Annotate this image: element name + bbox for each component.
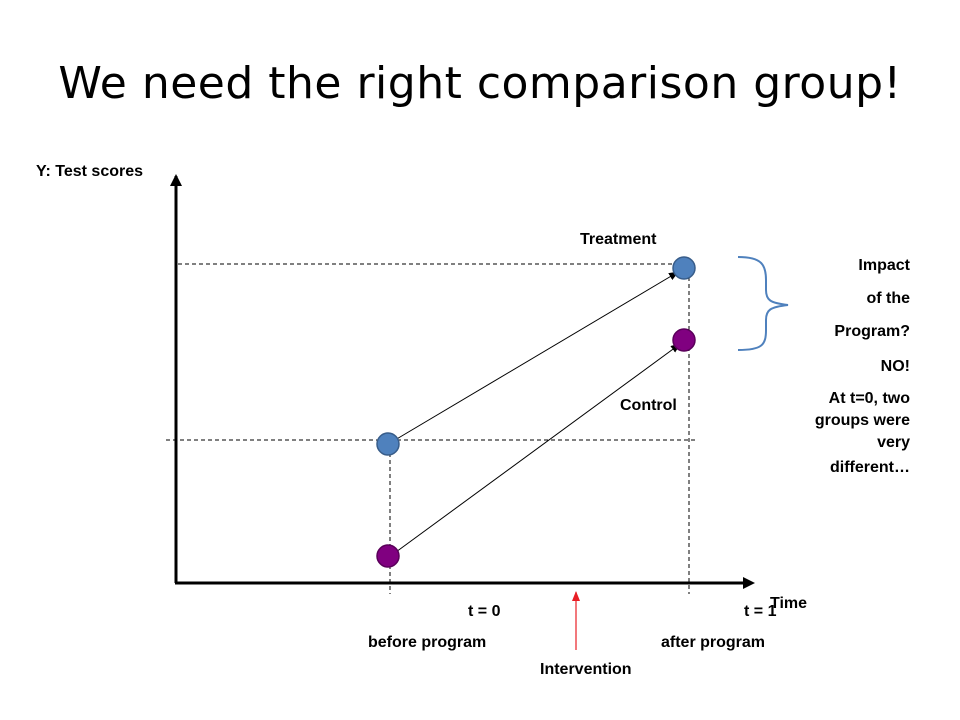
impact-line: different… [830,459,910,476]
control-label: Control [620,397,677,414]
intervention-label: Intervention [540,661,632,678]
control-point-t1 [672,328,696,352]
y-axis-label: Y: Test scores [36,163,143,180]
treatment-point-t0 [376,432,400,456]
slide-title: We need the right comparison group! [58,58,902,109]
treatment-label: Treatment [580,231,657,248]
treatment-trend-arrow [394,271,679,441]
x-axis-arrowhead [743,577,755,589]
treatment-point-t1 [672,256,696,280]
impact-line: Impact [858,257,910,274]
impact-line: very [877,434,910,451]
control-trend-arrow [395,343,681,553]
impact-brace [737,256,789,351]
impact-line: NO! [881,358,910,375]
control-point-t0 [376,544,400,568]
t0-label: t = 0 [468,603,501,620]
t0-sub-label: before program [368,634,486,651]
impact-line: At t=0, two [829,390,911,407]
impact-note: Impact of the Program? NO! At t=0, two g… [815,257,911,476]
impact-line: of the [866,290,910,307]
t1-label: t = 1 [744,603,777,620]
impact-line: Program? [834,323,910,340]
y-axis-arrowhead [170,174,182,186]
impact-line: groups were [815,412,910,429]
x-axis-label: Time [770,595,807,612]
t1-sub-label: after program [661,634,765,651]
